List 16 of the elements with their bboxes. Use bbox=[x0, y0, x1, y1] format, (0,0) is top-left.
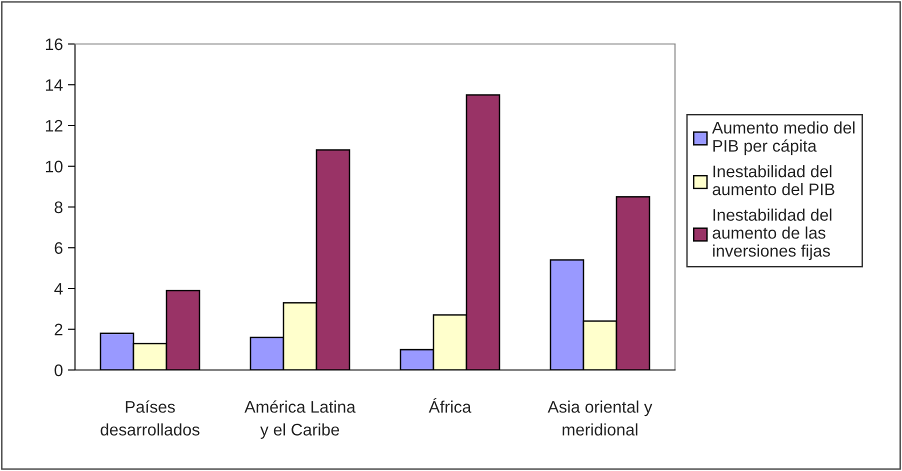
x-tick-label: América Latina y el Caribe bbox=[244, 400, 356, 439]
x-tick-label: África bbox=[428, 398, 472, 413]
legend-label: Inestabilidad del aumento del PIB bbox=[712, 165, 834, 196]
y-tick-label: 0 bbox=[54, 364, 63, 376]
y-tick-label: 4 bbox=[54, 283, 63, 295]
y-tick-label: 6 bbox=[54, 242, 62, 254]
y-tick-label: 14 bbox=[46, 79, 63, 91]
legend-label: Aumento medio del PIB per cápita bbox=[712, 121, 854, 156]
y-tick-label: 16 bbox=[46, 38, 62, 50]
y-tick-label: 10 bbox=[46, 160, 63, 172]
x-tick-label: Asia oriental y meridional bbox=[548, 400, 652, 436]
x-tick-label: Países desarrollados bbox=[100, 400, 200, 436]
y-tick-label: 8 bbox=[54, 201, 62, 214]
y-tick-label: 2 bbox=[54, 324, 62, 336]
legend-label: Inestabilidad del aumento de las inversiones fijas bbox=[712, 208, 832, 260]
y-tick-label: 12 bbox=[46, 120, 62, 132]
